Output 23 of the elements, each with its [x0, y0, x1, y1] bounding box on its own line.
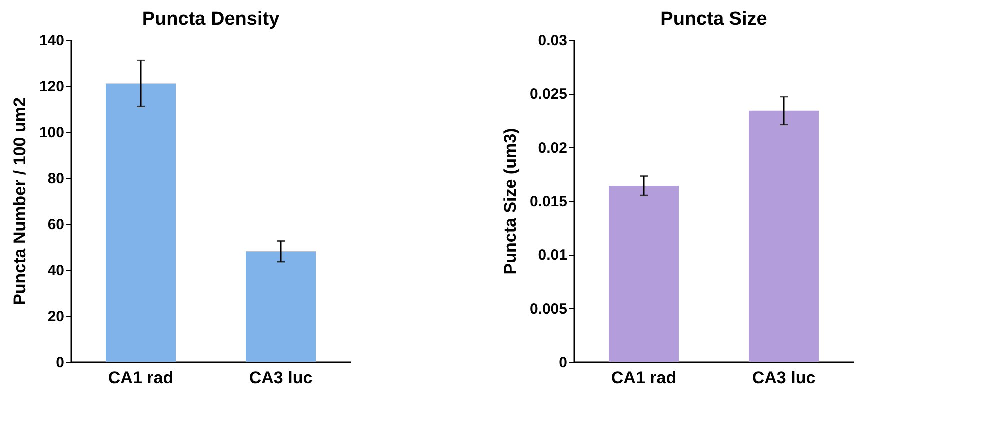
y-tick-label: 0.005	[530, 300, 568, 318]
y-tick-label: 20	[48, 308, 64, 326]
y-tick-label: 100	[39, 124, 64, 142]
chart-title: Puncta Density	[142, 9, 280, 30]
y-tick-label: 60	[48, 216, 64, 234]
y-tick-label: 0.01	[538, 247, 568, 264]
y-tick-label: 0.015	[530, 194, 568, 210]
y-tick-label: 80	[48, 170, 64, 188]
y-tick-label: 0	[56, 354, 64, 372]
y-axis-title: Puncta Size (um3)	[500, 128, 520, 275]
y-axis-title: Puncta Number / 100 um2	[10, 98, 30, 306]
y-tick-label: 0.03	[538, 32, 568, 50]
y-tick-label: 120	[39, 78, 64, 96]
x-tick-label: CA1 rad	[108, 368, 174, 388]
x-tick-label: CA3 luc	[752, 368, 816, 388]
chart-title: Puncta Size	[660, 9, 768, 30]
y-tick-label: 40	[48, 262, 64, 280]
y-tick-label: 140	[39, 32, 64, 50]
x-tick-label: CA3 luc	[249, 368, 313, 388]
y-tick-label: 0.02	[538, 140, 568, 157]
y-tick-label: 0	[559, 354, 568, 372]
y-tick-label: 0.025	[530, 86, 568, 104]
x-tick-label: CA1 rad	[611, 368, 677, 388]
